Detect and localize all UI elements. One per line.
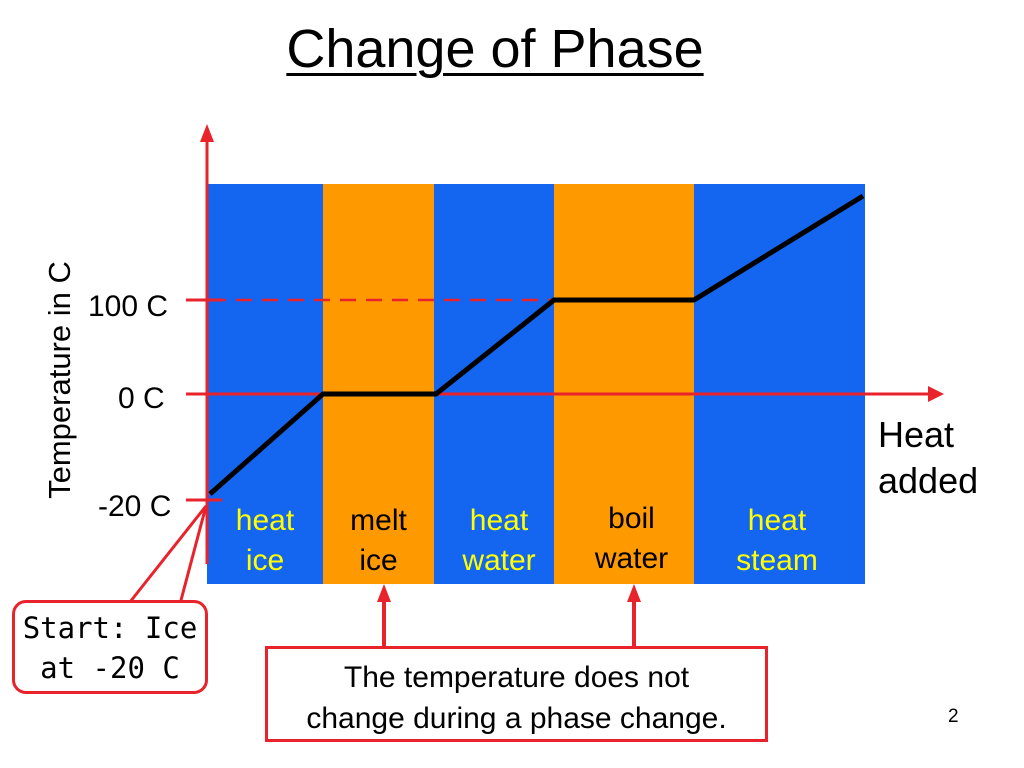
band-label-heat-ice: heat ice <box>207 501 323 581</box>
page-number: 2 <box>948 706 959 727</box>
band-label-line2: water <box>594 542 669 575</box>
start-callout-line2: at -20 C <box>40 651 180 685</box>
band-label-heat-water: heat water <box>434 501 564 581</box>
x-axis-label-line2: added <box>878 460 979 501</box>
heating-curve <box>208 193 865 496</box>
y-axis-arrowhead <box>200 124 214 142</box>
band-label-line2: ice <box>245 544 285 577</box>
band-melt-ice <box>323 184 434 584</box>
y-axis-label: Temperature in C <box>42 261 77 499</box>
tick-label-0c: 0 C <box>118 382 165 415</box>
band-label-melt-ice: melt ice <box>323 501 434 581</box>
note-arrow-melt-head <box>377 584 391 602</box>
x-axis-arrowhead <box>928 386 944 402</box>
x-axis-label-line1: Heat <box>878 414 955 455</box>
band-boil-water <box>554 184 694 584</box>
band-label-line1: heat <box>469 504 529 537</box>
tick-label-100c: 100 C <box>88 290 169 323</box>
start-callout: Start: Ice at -20 C <box>12 600 208 694</box>
band-label-line2: steam <box>736 544 818 577</box>
slide-title-text: Change of Phase <box>286 19 704 79</box>
note-line1: The temperature does not <box>343 661 690 694</box>
band-label-line2: water <box>462 544 536 577</box>
band-heat-water <box>434 184 554 584</box>
tick-label-minus20c: -20 C <box>98 490 172 523</box>
start-callout-line1: Start: Ice <box>22 611 198 645</box>
start-callout-pointer <box>128 505 208 605</box>
band-label-line1: heat <box>235 504 295 537</box>
note-arrow-boil-head <box>627 584 641 602</box>
band-label-line1: heat <box>747 504 807 537</box>
band-label-line1: melt <box>350 504 407 537</box>
note-line2: change during a phase change. <box>306 702 727 735</box>
band-label-boil-water: boil water <box>554 499 709 579</box>
phase-change-note: The temperature does not change during a… <box>265 646 768 742</box>
band-label-heat-steam: heat steam <box>694 501 860 581</box>
band-label-line1: boil <box>608 502 655 535</box>
band-heat-ice <box>207 184 323 584</box>
slide-title: Change of Phase <box>0 18 990 80</box>
band-heat-steam <box>694 184 865 584</box>
band-label-line2: ice <box>359 544 398 577</box>
